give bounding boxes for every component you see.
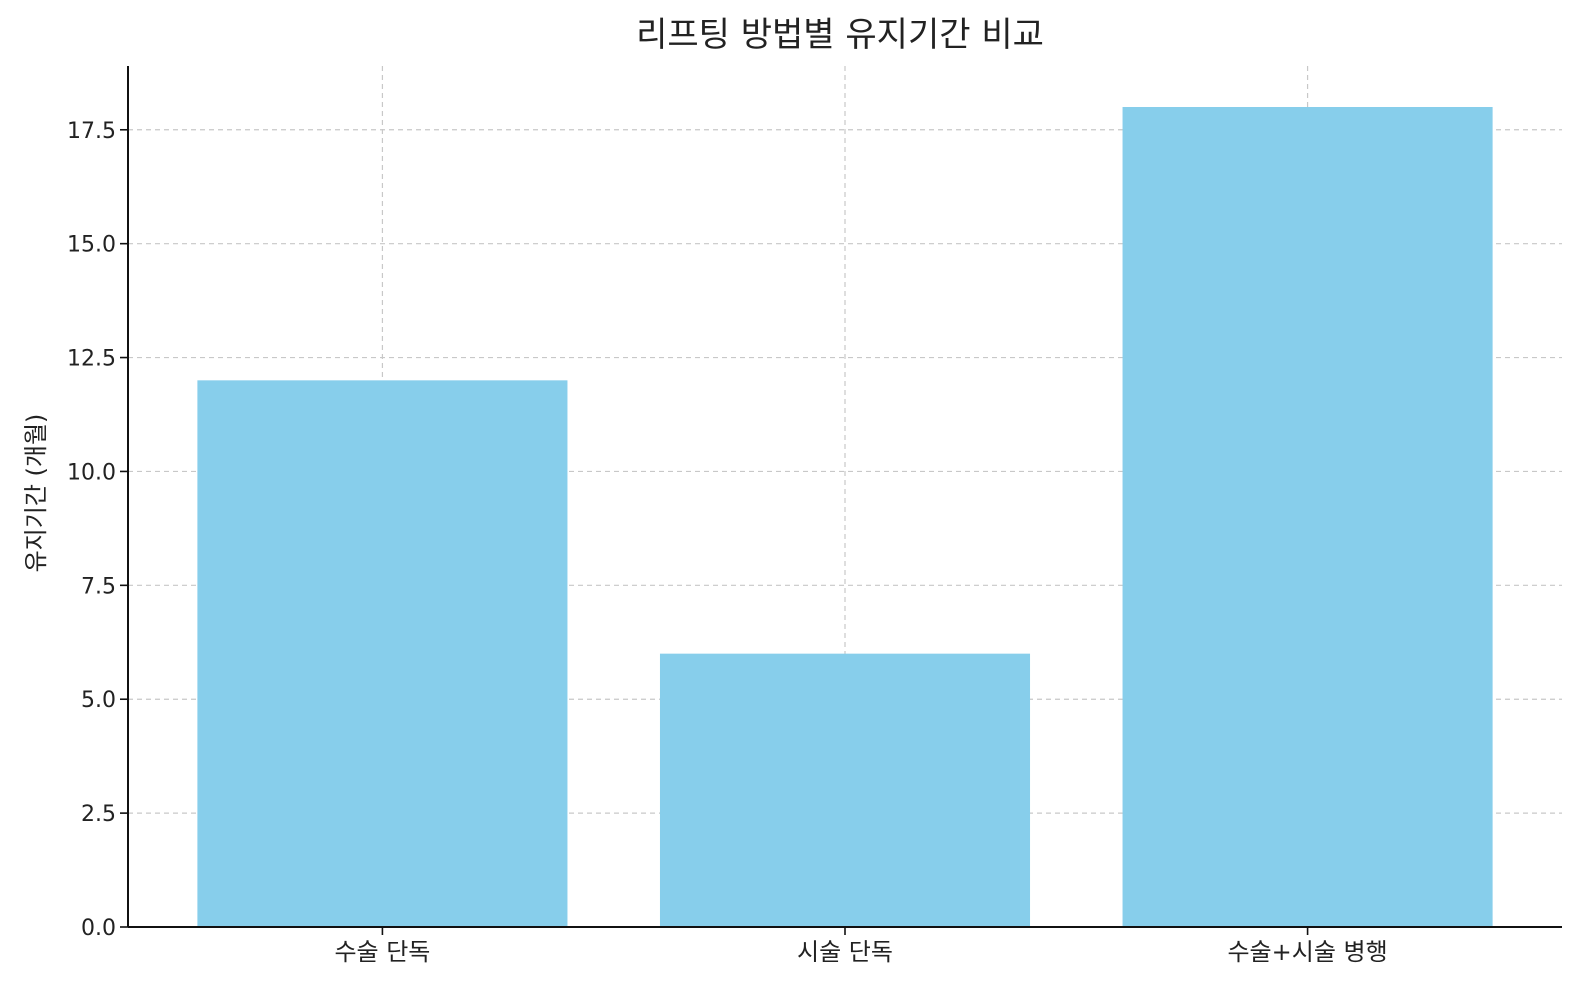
y-tick-label: 5.0 (81, 688, 116, 713)
bar-2 (659, 653, 1031, 927)
x-tick-label: 시술 단독 (797, 938, 893, 966)
x-tick-label: 수술 단독 (334, 938, 430, 966)
y-tick-label: 15.0 (67, 233, 116, 258)
y-ticks: 0.0 2.5 5.0 7.5 10.0 12.5 15.0 17.5 (67, 119, 128, 941)
bar-1 (197, 380, 568, 927)
y-tick-label: 0.0 (81, 916, 116, 941)
x-ticks: 수술 단독 시술 단독 수술+시술 병행 (334, 927, 1388, 966)
y-tick-label: 7.5 (81, 574, 116, 599)
y-tick-label: 12.5 (67, 347, 116, 372)
y-tick-label: 17.5 (67, 119, 116, 144)
bars (197, 107, 1493, 927)
chart-title: 리프팅 방법별 유지기간 비교 (636, 15, 1044, 55)
bar-3 (1122, 107, 1493, 927)
y-tick-label: 2.5 (81, 802, 116, 827)
y-axis-label: 유지기간 (개월) (22, 414, 50, 573)
y-tick-label: 10.0 (67, 460, 116, 485)
x-tick-label: 수술+시술 병행 (1227, 938, 1387, 966)
